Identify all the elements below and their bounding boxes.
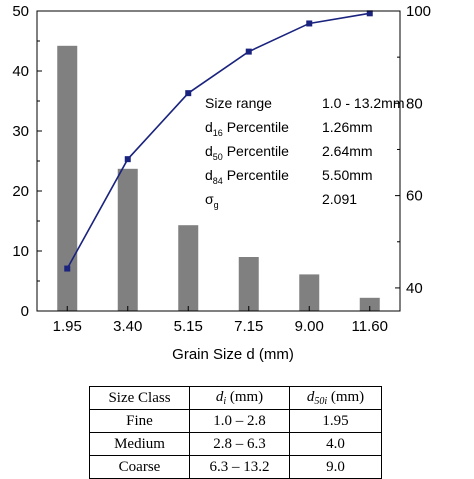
bar [57, 45, 78, 312]
annotation-value: 1.26mm [322, 119, 373, 135]
line-point [124, 156, 131, 163]
header-di-var: d [215, 389, 224, 405]
y-left-tick-label: 0 [21, 303, 29, 320]
bar [178, 225, 199, 311]
annotation-value: 2.091 [322, 191, 357, 207]
header-d50-unit: (mm) [327, 389, 365, 405]
header-di-unit: (mm) [226, 389, 264, 405]
header-di: di (mm) [189, 386, 290, 410]
annotation-value: 1.0 - 13.2mm [322, 95, 404, 111]
table-row: Medium 2.8 – 6.3 4.0 [89, 432, 382, 456]
y-right-tick-label: 80 [406, 95, 423, 112]
x-tick-label: 9.00 [295, 318, 324, 335]
line-point [64, 265, 71, 272]
stats-annotation: Size range 1.0 - 13.2mm d16 Percentile 1.26… [205, 95, 404, 210]
header-d50i: d50i (mm) [289, 386, 382, 410]
header-size-class: Size Class [89, 386, 190, 410]
cumulative-line [66, 12, 370, 269]
grain-size-chart: 1.95 3.40 5.15 7.15 9.00 11.60 0 10 20 30 40 50 40 60… [12, 3, 431, 363]
x-tick-label: 7.15 [234, 318, 263, 335]
y-right-tick-label: 60 [406, 188, 423, 205]
line-point [306, 20, 313, 27]
bar [238, 257, 259, 311]
table-cell-class: Medium [89, 432, 190, 456]
table-row: Fine 1.0 – 2.8 1.95 [89, 409, 382, 433]
y-right-tick-label: 100 [406, 3, 431, 20]
table-row: Coarse 6.3 – 13.2 9.0 [89, 455, 382, 479]
y-left-tick-label: 20 [12, 183, 29, 200]
annotation-label: d84 Percentile [205, 167, 289, 186]
bar [359, 297, 380, 311]
y-left-tick-label: 30 [12, 123, 29, 140]
table-cell-d50: 4.0 [289, 432, 382, 456]
annotation-label: σg​ [205, 191, 219, 210]
line-point [366, 10, 373, 17]
x-tick-label: 3.40 [113, 318, 142, 335]
y-left-tick-label: 40 [12, 63, 29, 80]
x-tick-label: 5.15 [174, 318, 203, 335]
x-tick-label: 1.95 [53, 318, 82, 335]
annotation-label: Size range [205, 95, 272, 111]
x-axis-label: Grain Size d (mm) [172, 346, 294, 363]
annotation-label: d16 Percentile [205, 119, 289, 138]
table-cell-d50: 9.0 [289, 455, 382, 479]
y-left-tick-label: 10 [12, 243, 29, 260]
table-header-row: Size Class di (mm) d50i (mm) [89, 386, 382, 410]
table-cell-range: 1.0 – 2.8 [189, 409, 290, 433]
table-cell-class: Coarse [89, 455, 190, 479]
table-cell-range: 2.8 – 6.3 [189, 432, 290, 456]
table-cell-d50: 1.95 [289, 409, 382, 433]
bar [117, 168, 138, 311]
table-cell-range: 6.3 – 13.2 [189, 455, 290, 479]
line-point [185, 90, 192, 97]
y-right-tick-label: 40 [406, 280, 423, 297]
line-point [245, 48, 252, 55]
bar [299, 274, 320, 311]
y-left-tick-label: 50 [12, 3, 29, 20]
annotation-value: 2.64mm [322, 143, 373, 159]
size-class-table: Size Class di (mm) d50i (mm) Fine 1.0 – … [89, 386, 382, 479]
header-d50-sub: 50i [314, 396, 328, 407]
table-cell-class: Fine [89, 409, 190, 433]
header-d50-var: d [306, 389, 315, 405]
x-tick-label: 11.60 [352, 318, 388, 335]
annotation-value: 5.50mm [322, 167, 373, 183]
header-di-sub: i [223, 396, 227, 407]
annotation-label: d50 Percentile [205, 143, 289, 162]
